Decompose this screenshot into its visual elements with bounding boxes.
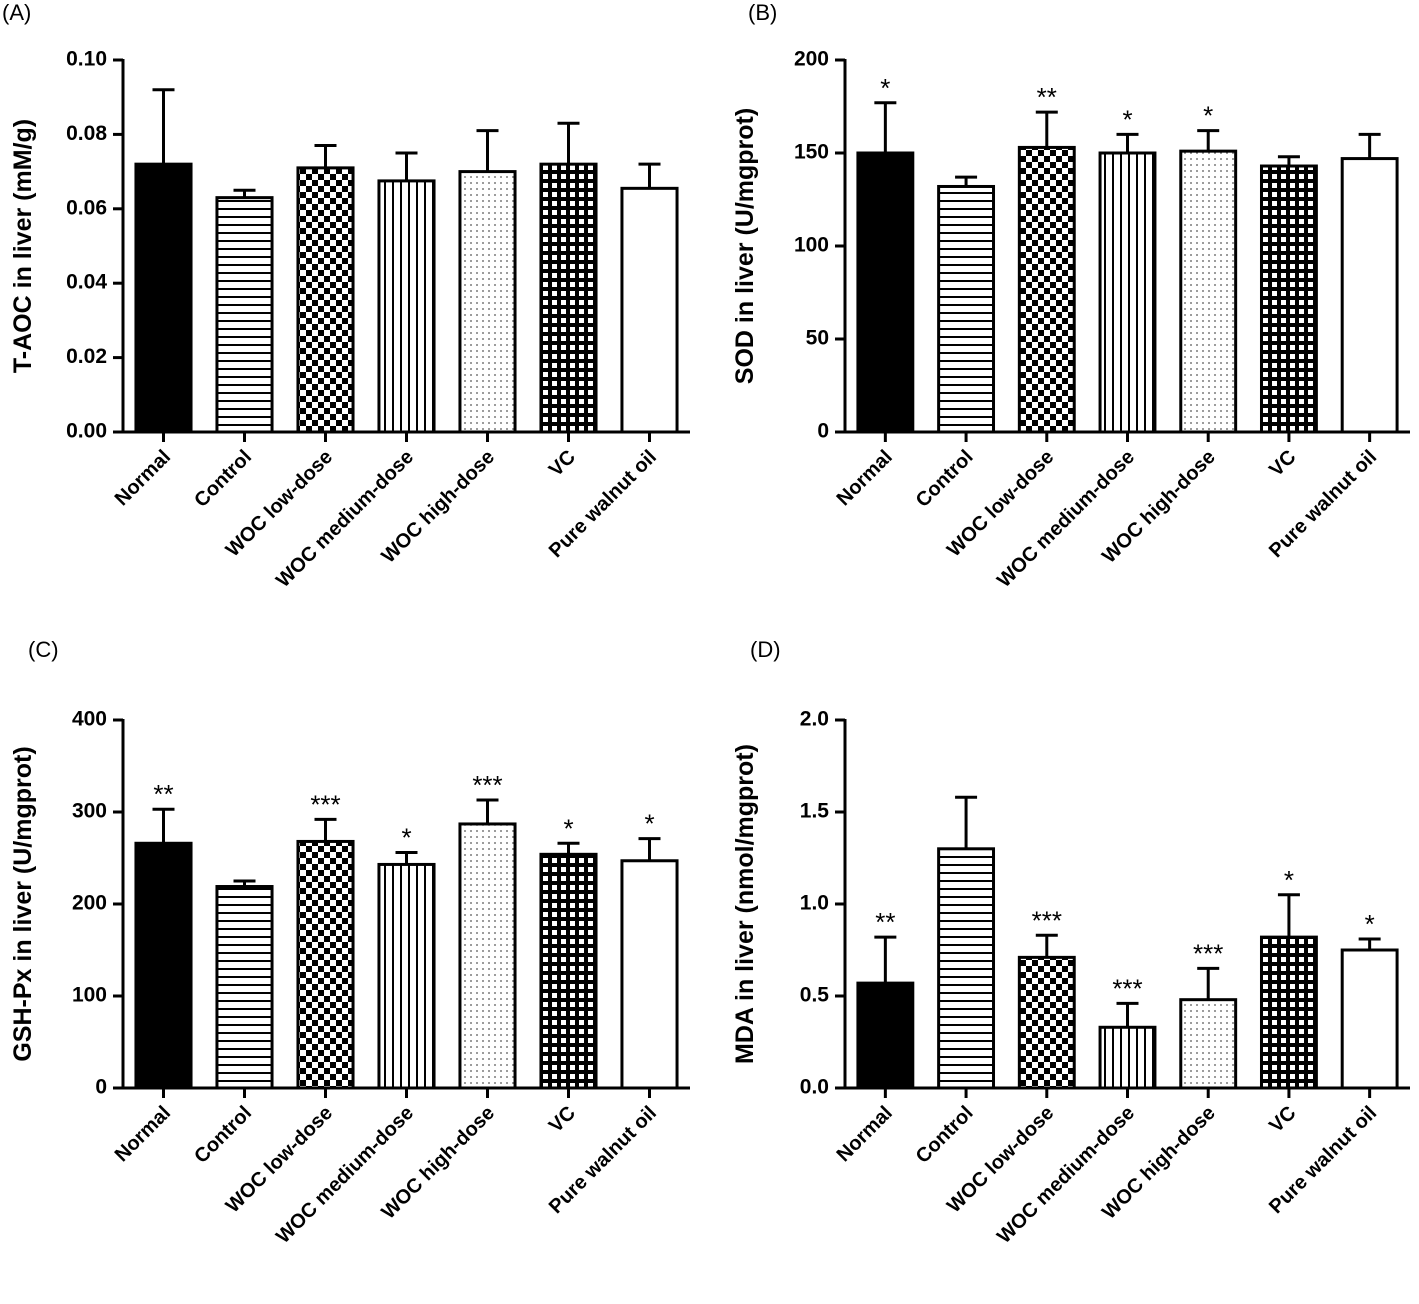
x-tick-label: Normal [111, 446, 175, 510]
bar [1340, 157, 1399, 434]
bar [215, 196, 274, 434]
bar [937, 184, 996, 434]
bar [539, 162, 598, 434]
bar [1259, 164, 1318, 434]
significance: * [880, 73, 890, 103]
x-tick-label: Control [912, 446, 978, 512]
bar [134, 162, 193, 434]
panel: (B) SOD in liver (U/mgprot) 0 50 100 150 200 * N… [731, 0, 1410, 592]
x-tick-label: VC [545, 1102, 580, 1137]
panel-label: (C) [28, 637, 59, 662]
x-tick-label: Control [190, 1102, 256, 1168]
bar [296, 839, 355, 1090]
bar [1098, 1025, 1157, 1090]
bar [134, 841, 193, 1090]
y-tick-label: 100 [794, 234, 829, 257]
y-tick-label: 1.0 [800, 892, 829, 915]
panel: (D) MDA in liver (nmol/mgprot) 0.0 0.5 1.0 1.… [731, 637, 1410, 1248]
x-tick-label: WOC medium-dose [272, 446, 418, 592]
bar [620, 186, 679, 434]
bar [377, 862, 436, 1090]
y-tick-label: 0.5 [800, 984, 830, 1007]
y-tick-label: 300 [72, 800, 107, 823]
panel-label: (B) [748, 0, 777, 25]
x-tick-label: VC [545, 446, 580, 481]
y-tick-label: 0 [95, 1076, 107, 1099]
y-tick-label: 0.06 [66, 196, 107, 219]
x-tick-label: WOC medium-dose [993, 446, 1139, 592]
y-axis-label: MDA in liver (nmol/mgprot) [731, 744, 759, 1064]
y-axis-label: SOD in liver (U/mgprot) [731, 108, 759, 384]
bar [377, 179, 436, 434]
significance: ** [1037, 82, 1057, 112]
x-tick-label: VC [1265, 1102, 1300, 1137]
significance: ** [153, 779, 173, 809]
y-tick-label: 0.0 [800, 1076, 829, 1099]
bar [620, 859, 679, 1090]
significance: *** [1112, 973, 1142, 1003]
significance: *** [310, 789, 340, 819]
x-tick-label: WOC medium-dose [272, 1102, 418, 1248]
panel: (C) GSH-Px in liver (U/mgprot) 0 100 200 300 4… [9, 637, 690, 1248]
bar [856, 151, 915, 434]
bar [856, 981, 915, 1090]
bar [1017, 955, 1076, 1090]
bar [1179, 998, 1238, 1090]
bar [215, 885, 274, 1090]
significance: * [563, 813, 573, 843]
y-tick-label: 200 [794, 48, 829, 71]
x-tick-label: Control [912, 1102, 978, 1168]
y-tick-label: 0.10 [66, 48, 107, 71]
y-tick-label: 0.08 [66, 122, 107, 145]
y-tick-label: 2.0 [800, 708, 829, 731]
y-tick-label: 0.04 [66, 271, 107, 294]
y-tick-label: 1.5 [800, 800, 830, 823]
significance: *** [472, 770, 502, 800]
y-axis-label: T-AOC in liver (mM/g) [9, 119, 37, 373]
significance: * [644, 809, 654, 839]
bar [1017, 145, 1076, 434]
y-tick-label: 400 [72, 708, 107, 731]
y-tick-label: 0 [817, 420, 829, 443]
bar [458, 822, 517, 1090]
x-tick-label: VC [1265, 446, 1300, 481]
significance: *** [1032, 905, 1062, 935]
panel-label: (A) [2, 0, 31, 25]
y-tick-label: 100 [72, 984, 107, 1007]
x-tick-label: Normal [833, 1102, 897, 1166]
x-tick-label: Control [190, 446, 256, 512]
bar [1098, 151, 1157, 434]
bar [1179, 149, 1238, 434]
bar [1340, 948, 1399, 1090]
x-tick-label: Normal [833, 446, 897, 510]
y-axis-label: GSH-Px in liver (U/mgprot) [9, 746, 37, 1061]
y-tick-label: 200 [72, 892, 107, 915]
significance: * [1122, 104, 1132, 134]
panel-label: (D) [750, 637, 781, 662]
significance: * [1365, 909, 1375, 939]
bar [1259, 935, 1318, 1090]
significance: ** [875, 907, 895, 937]
bar [296, 166, 355, 434]
significance: * [1203, 101, 1213, 131]
bar [539, 852, 598, 1090]
x-tick-label: WOC medium-dose [993, 1102, 1139, 1248]
significance: *** [1193, 938, 1223, 968]
bar [458, 170, 517, 434]
bar [937, 847, 996, 1090]
x-tick-label: Normal [111, 1102, 175, 1166]
significance: * [1284, 865, 1294, 895]
y-tick-label: 150 [794, 141, 829, 164]
y-tick-label: 0.00 [66, 420, 107, 443]
y-tick-label: 0.02 [66, 345, 107, 368]
panel: (A) T-AOC in liver (mM/g) 0.00 0.02 0.04 0.06… [2, 0, 690, 592]
significance: * [401, 822, 411, 852]
y-tick-label: 50 [806, 327, 829, 350]
